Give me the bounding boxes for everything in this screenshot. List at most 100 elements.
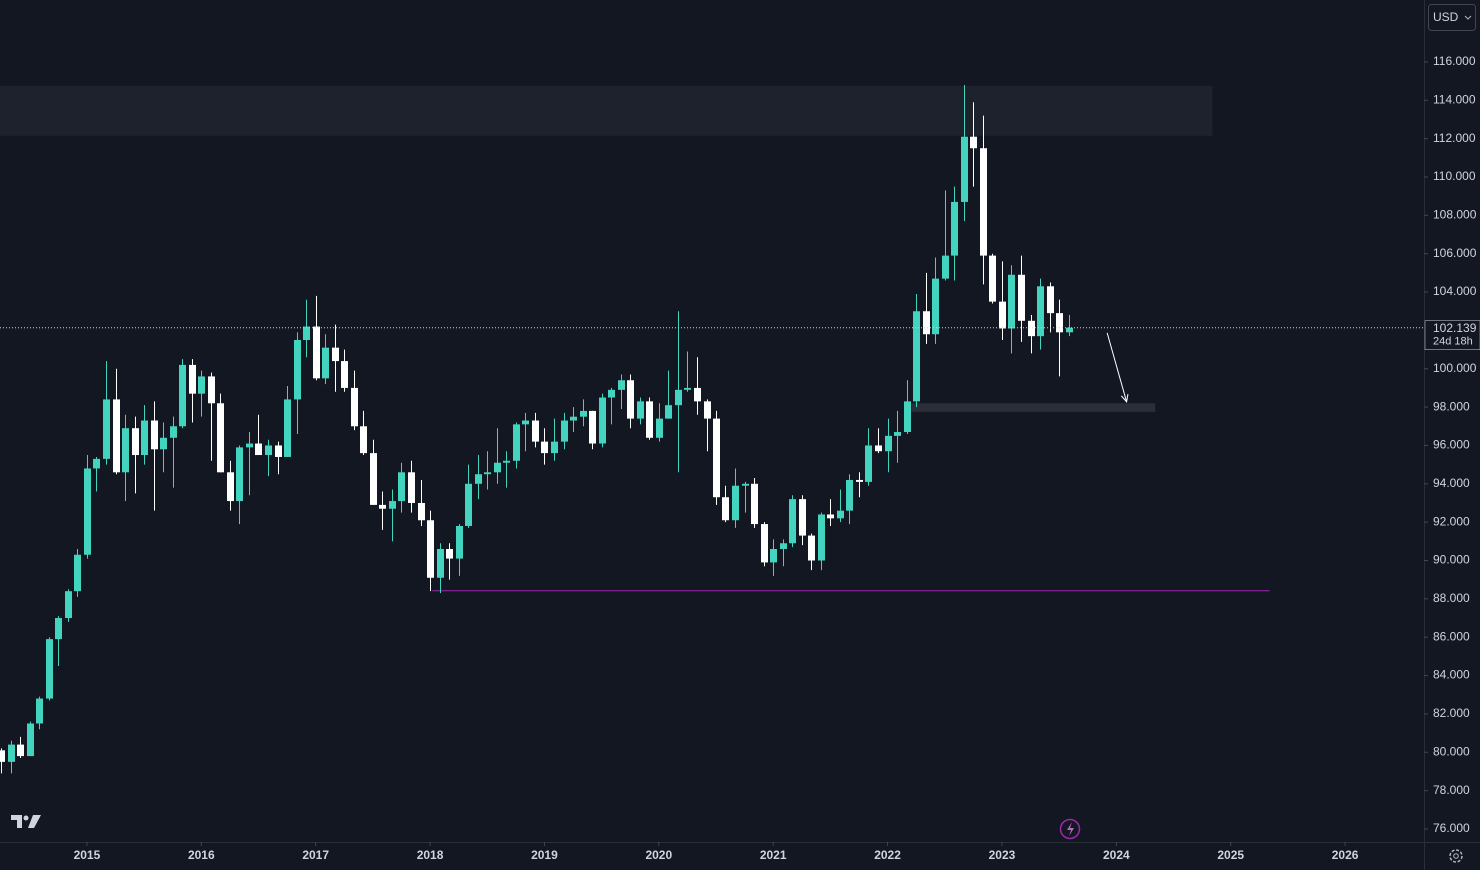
candle-body [932,278,939,335]
lightning-icon[interactable] [1059,818,1081,840]
gear-center[interactable] [1453,853,1459,859]
candle-body [837,510,844,519]
candle-body [1037,286,1044,337]
y-tick-label: 106.000 [1433,246,1477,260]
x-tick-label: 2017 [302,848,329,862]
y-tick-label: 82.000 [1433,706,1470,720]
gear[interactable] [1449,849,1463,863]
candle-body [446,548,453,559]
candle-body [294,339,301,400]
candle-body [93,458,100,469]
candle-body [132,428,139,456]
y-tick-label: 96.000 [1433,438,1470,452]
candle-body [208,376,215,404]
x-tick-label: 2025 [1217,848,1244,862]
candle-body [856,479,863,482]
candle-body [799,499,806,536]
y-tick-label: 76.000 [1433,821,1470,835]
logo-t [11,815,22,828]
candle-body [351,387,358,427]
candle-body [913,311,920,402]
candle-body [217,403,224,473]
candle-body [551,441,558,454]
currency-label[interactable]: USD [1433,10,1459,24]
candle-body [198,376,205,394]
candle-body [970,136,977,149]
x-tick-label: 2020 [645,848,672,862]
y-tick-label: 94.000 [1433,476,1470,490]
icon-circle[interactable] [1059,818,1081,840]
candle-body [789,499,796,544]
y-tick-label: 78.000 [1433,783,1470,797]
candle-body [303,326,310,340]
candle-body [704,401,711,419]
candle-body [618,380,625,390]
countdown-label: 24d 18h [1433,336,1473,348]
candle-body [65,591,72,619]
zone [911,403,1156,412]
candle-body [875,445,882,452]
currency-box[interactable] [1428,4,1476,31]
candle-body [1018,274,1025,321]
candle-body [980,148,987,256]
y-tick-label: 110.000 [1433,169,1476,183]
x-tick-label: 2022 [874,848,901,862]
candle-body [418,502,425,521]
x-tick-label: 2015 [74,848,101,862]
y-tick-label: 112.000 [1433,131,1476,145]
y-tick-label: 114.000 [1433,92,1476,106]
candle-body [36,698,43,724]
candle-body [684,387,691,390]
candle-body [0,750,5,762]
y-tick-label: 104.000 [1433,284,1477,298]
candle-body [370,453,377,505]
candle-body [751,483,758,525]
candle-body [475,474,482,484]
drawings [0,85,1270,592]
candle-body [761,524,768,563]
candle-body [170,426,177,438]
candle-body [885,435,892,452]
candle-body [942,255,949,279]
arrow-head [1120,393,1129,404]
y-tick-label: 98.000 [1433,399,1470,413]
candle-body [179,364,186,427]
candle-body [398,472,405,502]
candle-body [322,347,329,379]
y-tick-label: 116.000 [1433,54,1476,68]
candle-body [742,483,749,486]
usd-button[interactable]: USD [1428,4,1476,31]
candle-body [122,428,129,473]
candle-body [103,399,110,459]
candle-body [465,483,472,526]
candle-body [313,326,320,379]
candle-body [818,514,825,561]
candle-body [827,514,834,519]
candle-body [1066,327,1073,333]
candle-body [427,520,434,578]
candle-body [236,447,243,502]
candle-body [646,401,653,438]
candle-body [484,472,491,475]
candle-body [246,443,253,448]
candle-body [513,424,520,461]
candle-body [275,445,282,457]
x-tick-label: 2024 [1103,848,1130,862]
candle-body [722,497,729,521]
candle-body [1047,286,1054,314]
icon-bolt[interactable] [1067,822,1074,836]
settings-icon[interactable] [1449,849,1463,863]
candle-body [694,387,701,402]
chevron[interactable] [1464,15,1472,20]
candle-body [1056,313,1063,333]
candle-body [637,401,644,419]
candle-body [713,418,720,498]
y-tick-label: 92.000 [1433,514,1470,528]
x-tick-label: 2016 [188,848,215,862]
candle-body [780,543,787,549]
last-price-label: 102.139 [1433,321,1477,335]
candle-body [770,548,777,563]
candle-body [332,347,339,362]
